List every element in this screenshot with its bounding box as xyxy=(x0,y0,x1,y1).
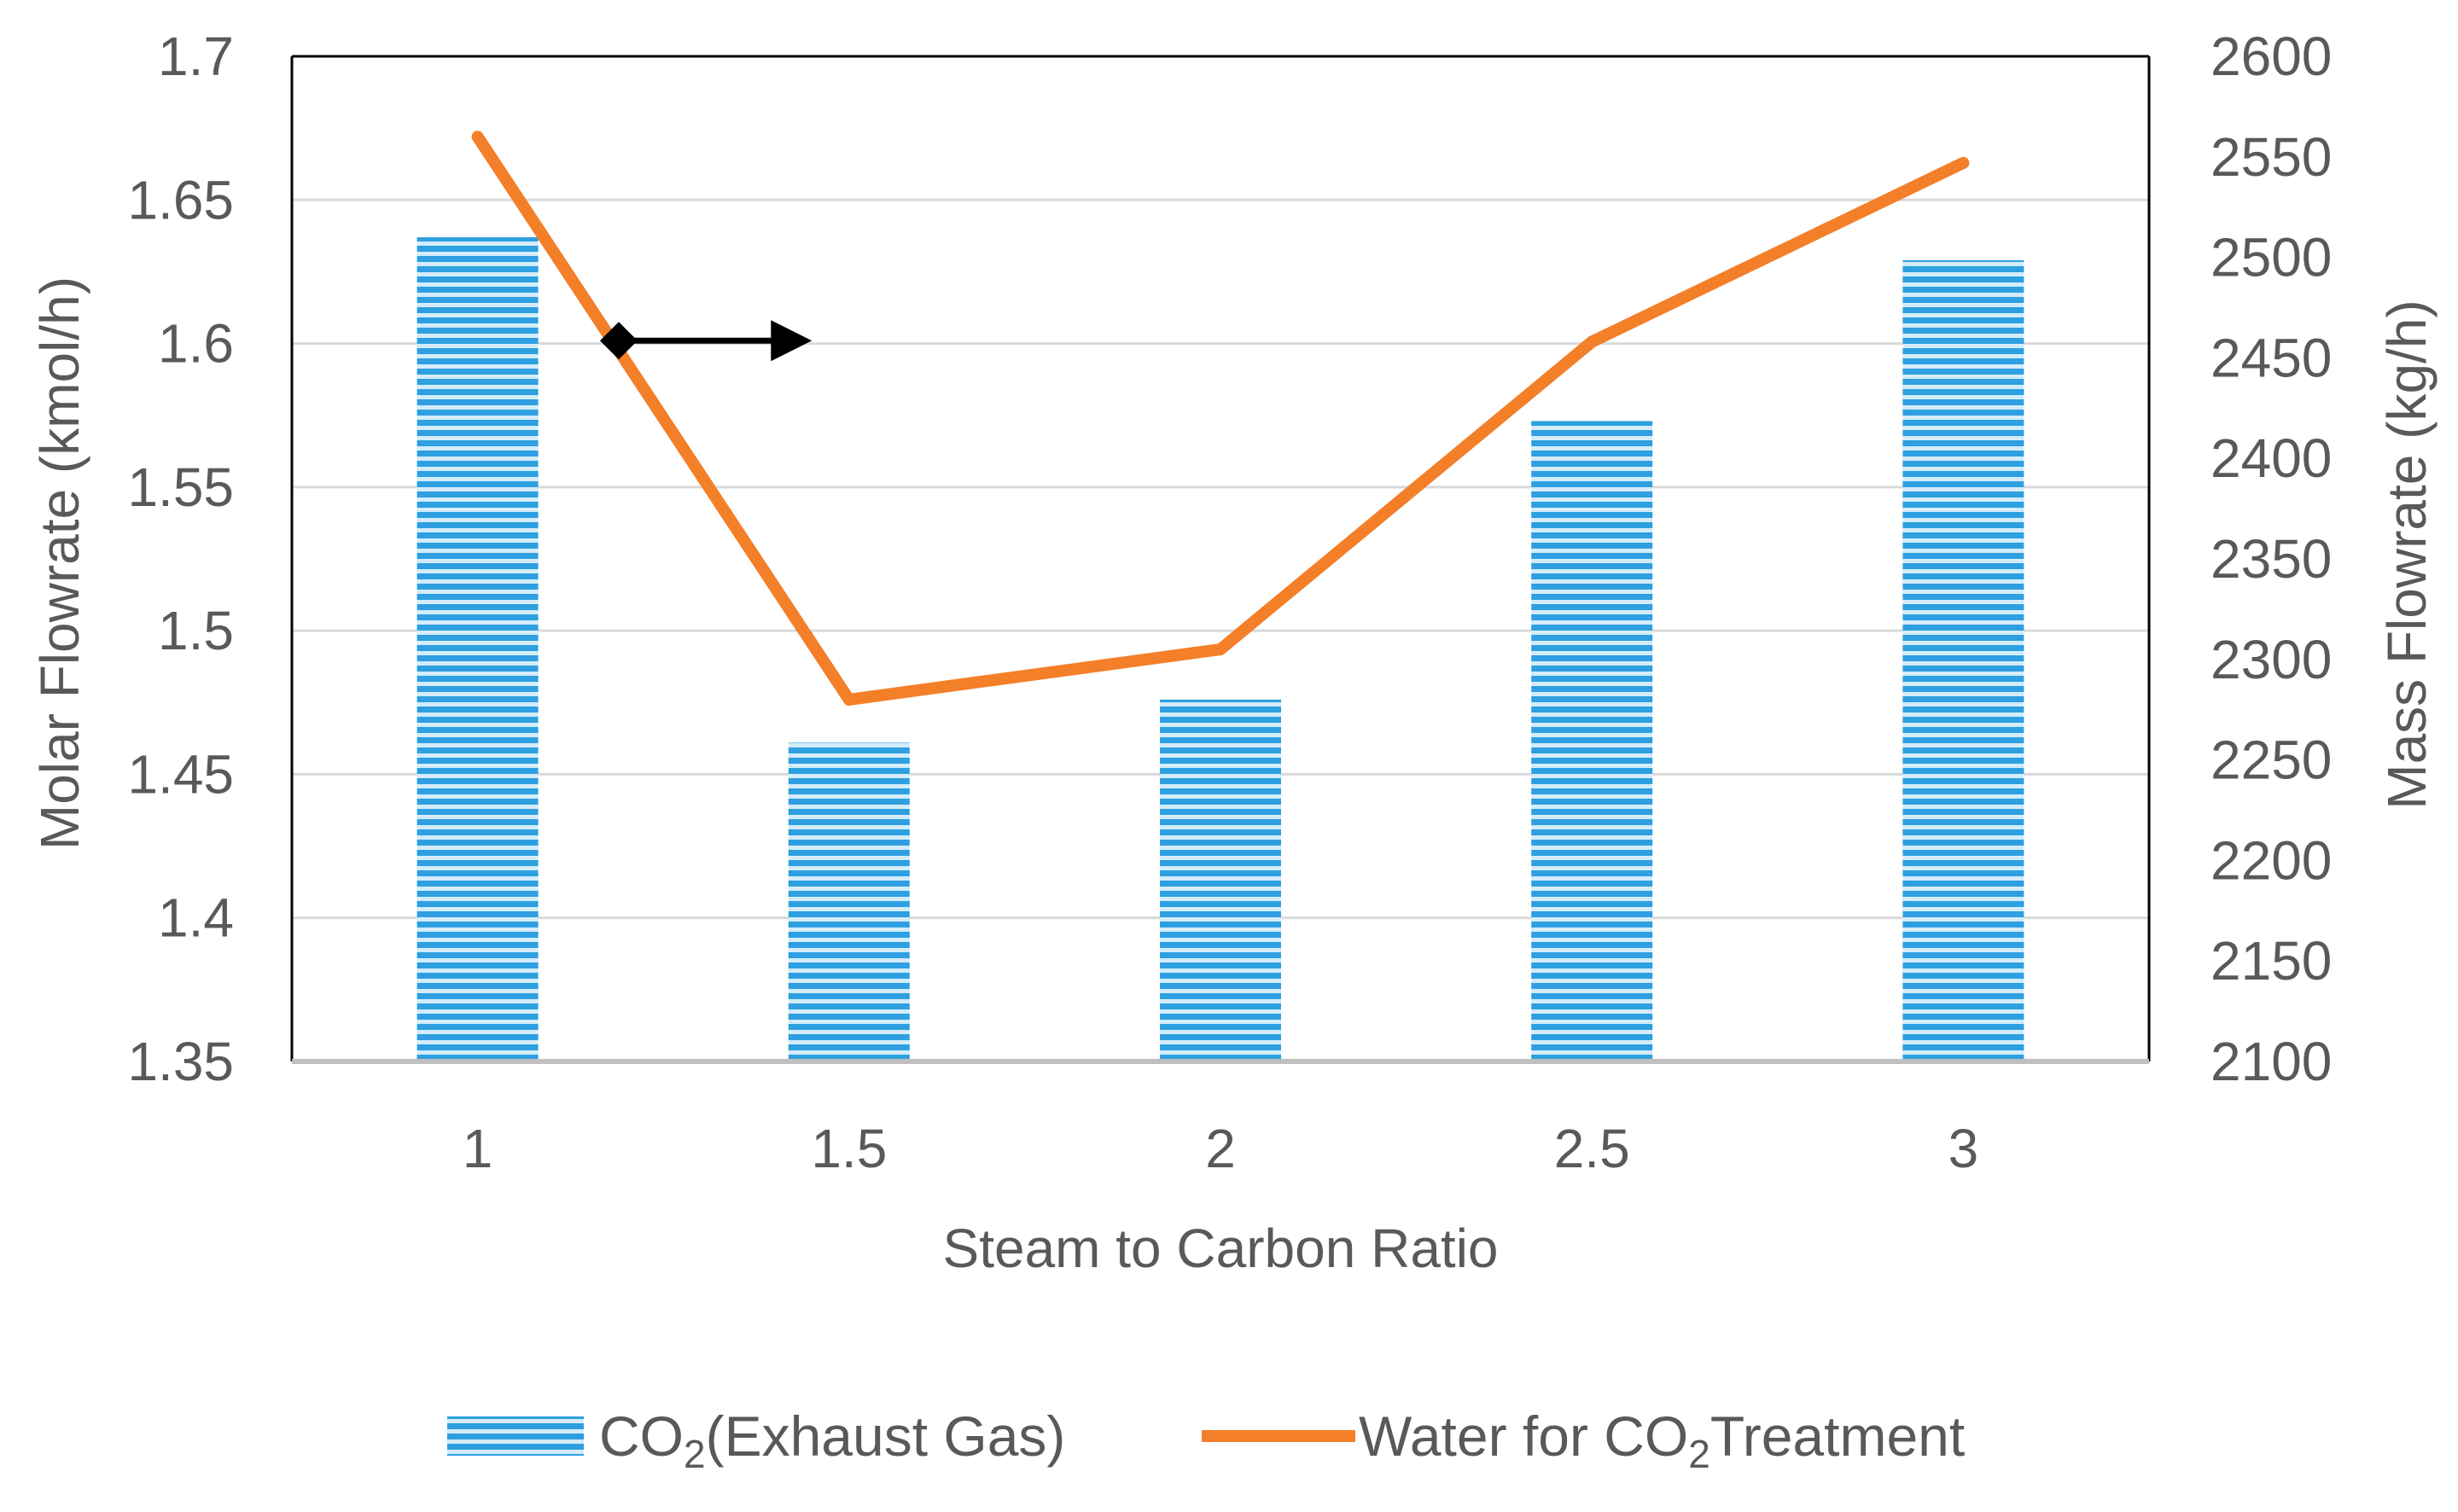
y-tick-label: 1.35 xyxy=(127,1031,234,1092)
x-tick-label: 2.5 xyxy=(1554,1118,1630,1179)
point-water-1.5 xyxy=(842,693,855,706)
y2-tick-label: 2550 xyxy=(2210,126,2332,188)
bar-series xyxy=(416,237,2024,1062)
y2-tick-label: 2500 xyxy=(2210,227,2332,288)
x-tick-label: 3 xyxy=(1948,1118,1979,1179)
y2-tick-label: 2100 xyxy=(2210,1031,2332,1092)
y-tick-label: 1.5 xyxy=(158,600,234,661)
y2-tick-label: 2400 xyxy=(2210,427,2332,489)
y2-tick-label: 2150 xyxy=(2210,930,2332,992)
point-water-3 xyxy=(1957,156,1970,169)
y2-tick-label: 2350 xyxy=(2210,528,2332,590)
y-tick-label: 1.7 xyxy=(158,26,234,87)
tick-labels: 1.35 1.4 1.45 1.5 1.55 1.6 1.65 1.7 2100 2150 2200… xyxy=(127,26,2332,1179)
y-tick-label: 1.65 xyxy=(127,169,234,230)
legend: CO2(Exhaust Gas) Water for CO2Treatment xyxy=(447,1404,1965,1476)
y2-tick-label: 2250 xyxy=(2210,730,2332,791)
legend-bar-swatch xyxy=(447,1416,584,1456)
legend-label-water: Water for CO2Treatment xyxy=(1359,1404,1965,1476)
y2-tick-label: 2300 xyxy=(2210,629,2332,690)
y2-tick-label: 2200 xyxy=(2210,829,2332,891)
y-tick-label: 1.55 xyxy=(127,457,234,518)
y2-axis-title: Mass Flowrate (kg/h) xyxy=(2376,299,2438,809)
y2-tick-label: 2450 xyxy=(2210,327,2332,388)
axis-annotation-arrow xyxy=(599,320,813,362)
line-water xyxy=(472,133,1966,706)
y-tick-label: 1.6 xyxy=(158,313,234,375)
point-water-2 xyxy=(1214,643,1226,656)
y-axis-title: Molar Flowrate (kmol/h) xyxy=(29,276,90,850)
arrow-head xyxy=(771,320,813,362)
line-series xyxy=(471,131,1970,706)
x-tick-label: 1.5 xyxy=(811,1118,887,1179)
legend-label-co2: CO2(Exhaust Gas) xyxy=(599,1404,1065,1476)
point-water-2.5 xyxy=(1586,335,1599,348)
point-water-1 xyxy=(471,131,484,143)
y2-tick-label: 2600 xyxy=(2210,26,2332,87)
bar-co2-1 xyxy=(416,237,539,1061)
x-axis-title: Steam to Carbon Ratio xyxy=(943,1218,1499,1279)
bar-co2-1.5 xyxy=(788,742,910,1061)
bar-co2-3 xyxy=(1902,259,2024,1062)
arrow-diamond xyxy=(599,322,638,360)
x-tick-label: 2 xyxy=(1205,1118,1236,1179)
y-tick-label: 1.45 xyxy=(127,743,234,805)
axes xyxy=(290,55,2151,1064)
x-tick-label: 1 xyxy=(463,1118,493,1179)
bar-co2-2.5 xyxy=(1531,421,1653,1062)
y-tick-label: 1.4 xyxy=(158,887,234,949)
bar-co2-2 xyxy=(1160,699,1281,1061)
